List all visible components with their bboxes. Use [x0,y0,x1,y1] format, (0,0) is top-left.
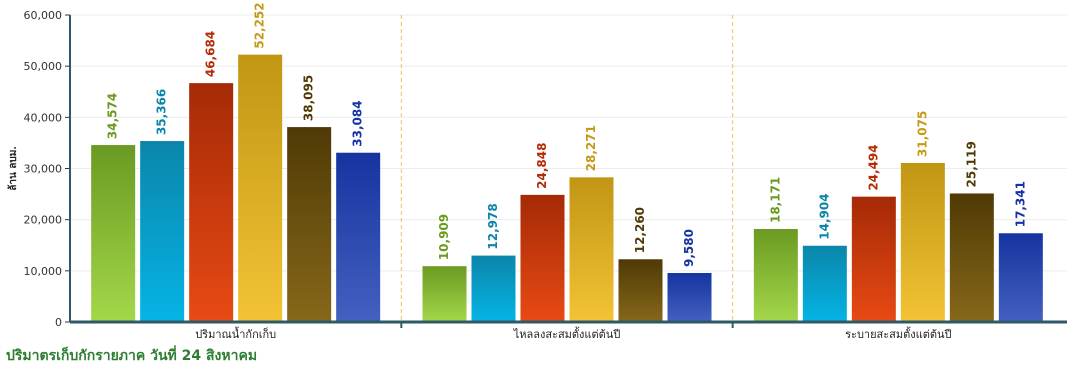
bar[interactable] [802,245,847,322]
y-tick-label: 50,000 [24,60,63,73]
y-tick-label: 40,000 [24,111,63,124]
data-label: 17,341 [1013,181,1027,227]
bar[interactable] [287,127,332,322]
y-tick-label: 0 [55,316,62,329]
data-label: 12,260 [633,207,647,253]
y-tick-label: 10,000 [24,265,63,278]
bar[interactable] [618,259,663,322]
data-label: 24,494 [866,144,880,190]
y-tick-label: 60,000 [24,9,63,22]
y-axis-label: ล้าน ลบม. [7,146,19,191]
bar[interactable] [336,152,381,322]
bar[interactable] [91,145,136,322]
bar[interactable] [140,141,185,322]
data-label: 35,366 [155,89,169,135]
data-label: 12,978 [486,203,500,249]
data-label: 38,095 [302,75,316,121]
bar[interactable] [238,54,283,323]
bar[interactable] [667,272,712,322]
data-label: 31,075 [915,111,929,157]
data-label: 33,084 [351,100,365,146]
bar[interactable] [851,196,896,322]
y-tick-label: 20,000 [24,214,63,227]
bar[interactable] [471,255,516,322]
x-category-label: ไหลลงสะสมตั้งแต่ต้นปี [513,326,621,341]
bar[interactable] [949,193,994,322]
data-label: 10,909 [437,214,451,260]
data-label: 9,580 [682,229,696,267]
data-label: 14,904 [817,193,831,239]
chart-caption: ปริมาตรเก็บกักรายภาค วันที่ 24 สิงหาคม [6,348,258,364]
x-category-label: ระบายสะสมตั้งแต่ต้นปี [845,326,951,341]
data-label: 24,848 [535,143,549,189]
data-label: 18,171 [768,177,782,223]
bar[interactable] [520,194,565,322]
bar[interactable] [900,162,945,322]
bar[interactable] [998,233,1043,322]
bar-chart: 0 10,000 20,000 30,000 40,000 50,000 60,000 ล้า… [7,2,1067,341]
data-label: 46,684 [204,31,218,77]
bar[interactable] [189,83,234,322]
data-label: 34,574 [106,93,120,139]
bar[interactable] [422,266,467,322]
data-label: 28,271 [584,125,598,171]
data-label: 52,252 [253,2,267,48]
data-label: 25,119 [964,141,978,187]
y-tick-label: 30,000 [24,163,63,176]
bar[interactable] [569,177,614,322]
x-category-label: ปริมาณน้ำกักเก็บ [195,326,276,341]
bar[interactable] [753,229,798,322]
